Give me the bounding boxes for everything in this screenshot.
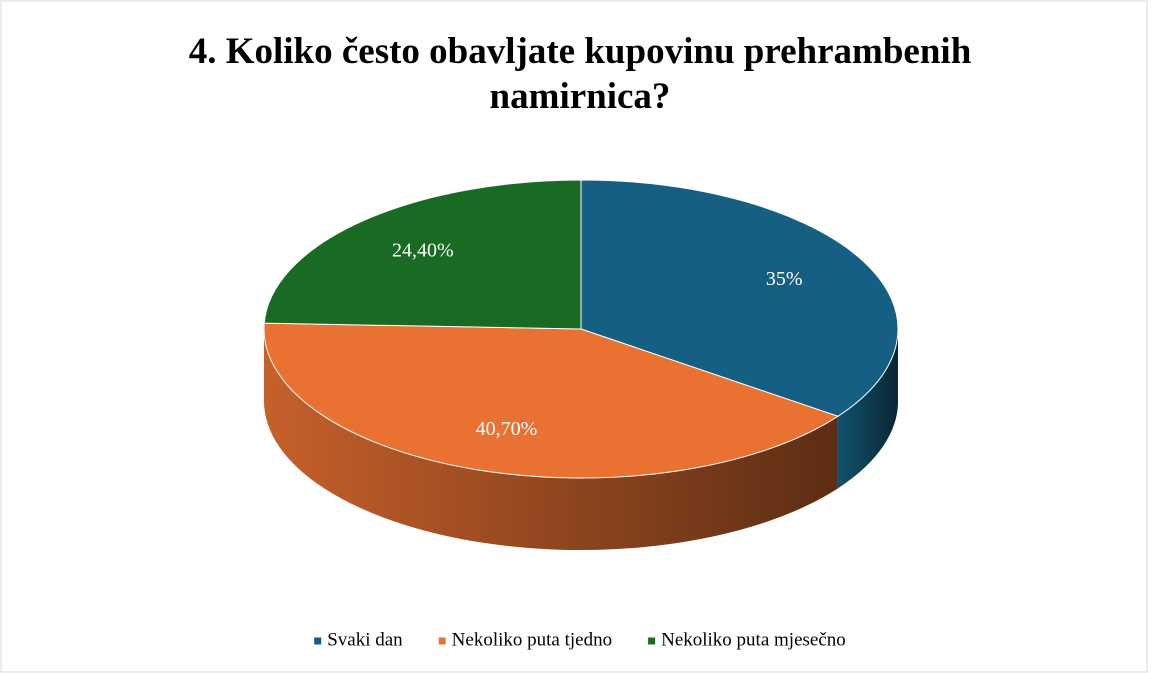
slice-side-shade [264, 329, 838, 551]
legend: Svaki dan Nekoliko puta tjedno Nekoliko pu… [314, 629, 846, 650]
data-label: 40,70% [476, 418, 538, 440]
slice [263, 179, 582, 330]
legend-label: Nekoliko puta mjesečno [661, 629, 846, 650]
slice [263, 322, 840, 479]
slice [580, 179, 899, 417]
data-label: 24,40% [392, 239, 454, 261]
legend-label: Nekoliko puta tjedno [452, 629, 612, 650]
slice-side-shade [837, 329, 899, 489]
legend-marker [648, 637, 656, 645]
legend-marker [314, 637, 322, 645]
data-label: 35% [766, 268, 803, 290]
legend-marker [438, 637, 446, 645]
legend-label: Svaki dan [327, 629, 403, 650]
chart-title: 4. Koliko često obavljate kupovinu prehr… [189, 31, 972, 117]
pie: 35% 40,70% 24,40% [263, 179, 899, 551]
